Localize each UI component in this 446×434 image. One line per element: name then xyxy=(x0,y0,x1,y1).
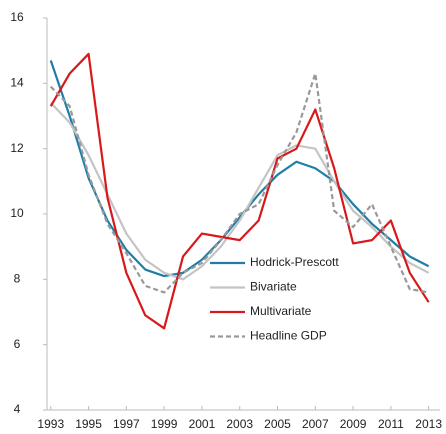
x-tick-label: 2005 xyxy=(264,417,291,431)
legend: Hodrick-Prescott Bivariate Multivariate Hea… xyxy=(210,255,339,343)
x-tick-label: 2011 xyxy=(378,417,404,431)
x-tick-label: 2001 xyxy=(189,417,216,431)
y-tick-label: 4 xyxy=(14,402,21,416)
x-tick-label: 2009 xyxy=(340,417,367,431)
series-line xyxy=(49,52,430,330)
y-tick-label: 8 xyxy=(14,272,21,286)
series-line xyxy=(49,102,430,281)
x-tick-label: 1995 xyxy=(75,417,102,431)
y-tick-label: 14 xyxy=(10,76,24,90)
y-tick-label: 16 xyxy=(10,10,24,24)
legend-label: Bivariate xyxy=(250,280,297,294)
plot-area xyxy=(49,52,430,330)
series-line xyxy=(49,72,429,294)
x-tick-label: 1993 xyxy=(37,417,64,431)
x-tick-label: 2003 xyxy=(226,417,253,431)
x-tick-label: 1997 xyxy=(113,417,140,431)
x-tick-label: 1999 xyxy=(151,417,178,431)
legend-label: Multivariate xyxy=(250,304,312,318)
y-tick-label: 6 xyxy=(14,337,21,351)
legend-label: Headline GDP xyxy=(250,329,327,343)
x-tick-label: 2007 xyxy=(302,417,329,431)
y-tick-label: 12 xyxy=(10,141,24,155)
series-line xyxy=(49,60,430,278)
x-tick-label: 2013 xyxy=(415,417,442,431)
y-tick-label: 10 xyxy=(10,206,24,220)
legend-label: Hodrick-Prescott xyxy=(250,255,339,269)
